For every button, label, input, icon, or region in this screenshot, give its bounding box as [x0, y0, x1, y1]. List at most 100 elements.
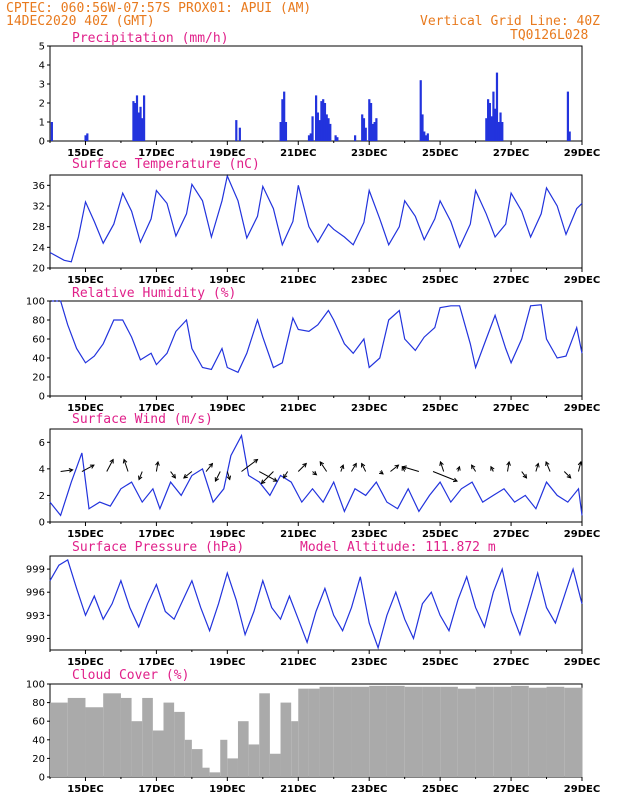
wind-arrow [170, 471, 176, 479]
wind-arrow [261, 471, 274, 484]
precip-bar [364, 127, 367, 141]
wind-arrow-head [171, 473, 177, 479]
y-tick-label: 4 [39, 61, 45, 72]
precip-bar [134, 103, 137, 141]
x-tick-label: 27DEC [493, 275, 529, 286]
precip-bar [423, 131, 426, 141]
cloud-bar [142, 697, 153, 777]
precip-bar [494, 108, 497, 141]
wind-arrow [60, 469, 73, 473]
wind-arrow-head [253, 458, 259, 464]
y-tick-label: 60 [32, 335, 45, 346]
precip-bar [487, 99, 490, 141]
x-tick-label: 25DEC [422, 784, 458, 795]
wind-arrow [155, 461, 159, 472]
x-tick-label: 21DEC [280, 275, 316, 286]
cloud-bar [422, 686, 441, 777]
wind-arrow [81, 464, 95, 472]
cloud-bar [308, 688, 320, 777]
cloud-bar [440, 686, 458, 777]
y-tick-label: 0 [39, 518, 45, 529]
x-tick-label: 17DEC [138, 784, 174, 795]
panel-title: Surface Wind (m/s) [72, 412, 213, 427]
wind-arrow-head [89, 464, 95, 469]
precip-bar [566, 91, 570, 141]
x-tick-label: 25DEC [422, 657, 458, 668]
cloud-bar [85, 707, 104, 777]
precip-bar [84, 135, 87, 141]
precip-bar [50, 122, 53, 141]
precip-bar [135, 95, 139, 141]
y-tick-label: 20 [32, 754, 45, 765]
precip-bar [325, 114, 328, 141]
cloud-bar [511, 685, 529, 777]
cloud-bar [319, 686, 334, 777]
wind-arrow [183, 471, 193, 479]
precip-bar [283, 91, 286, 141]
precip-bar [323, 103, 327, 141]
wind-arrow-head [545, 460, 550, 466]
precip-bar [281, 99, 284, 141]
wind-arrow-head [226, 475, 232, 481]
x-tick-label: 19DEC [209, 148, 245, 159]
wind-arrow-head [155, 460, 160, 466]
y-tick-label: 32 [32, 202, 45, 213]
precip-bar [238, 127, 241, 141]
x-tick-label: 27DEC [493, 529, 529, 540]
wind-arrow-head [439, 460, 444, 466]
wind-arrow-head [401, 465, 407, 470]
wind-arrow-head [312, 470, 318, 476]
panel-5: 990 993 996 999 15DEC 17DEC 19DEC 21DEC 23DEC 25D… [26, 540, 600, 668]
precip-bar [334, 135, 337, 141]
precip-bar [426, 133, 429, 141]
y-tick-label: 0 [39, 137, 45, 148]
series-line [50, 300, 583, 374]
precip-bar [309, 133, 312, 141]
x-tick-label: 15DEC [67, 148, 103, 159]
cloud-bar [120, 697, 132, 777]
cloud-bar [248, 744, 260, 777]
wind-arrow [106, 459, 114, 472]
wind-arrow [283, 471, 289, 479]
y-tick-label: 0 [39, 392, 45, 403]
wind-arrow-head [122, 458, 128, 464]
precip-bar [142, 95, 146, 141]
wind-arrow-head [260, 479, 266, 485]
y-tick-label: 996 [26, 588, 45, 599]
wind-arrow [440, 461, 445, 472]
wind-arrow-head [453, 477, 459, 483]
x-tick-label: 29DEC [564, 148, 600, 159]
x-tick-label: 25DEC [422, 529, 458, 540]
x-tick-label: 19DEC [209, 657, 245, 668]
panel-4: 0 2 4 6 15DEC 17DEC 19DEC 21DEC 23DEC 25DEC 27DEC 2… [39, 412, 601, 540]
wind-arrow-head [577, 460, 583, 466]
wind-arrow [402, 466, 419, 472]
y-tick-label: 4 [39, 464, 45, 475]
x-tick-label: 29DEC [564, 529, 600, 540]
x-tick-label: 17DEC [138, 403, 174, 414]
cloud-bar [528, 687, 547, 777]
wind-arrow [535, 463, 539, 472]
panel-3: 0 20 40 60 80 100 15DEC 17DEC 19DEC 21DEC 23DEC 25D… [26, 286, 600, 414]
precip-bar [501, 122, 504, 141]
panel-6: 0 20 40 60 80 100 15DEC 17DEC 19DEC 21DEC 23DEC 25D… [26, 668, 600, 795]
x-tick-label: 19DEC [209, 784, 245, 795]
precip-bar [320, 101, 323, 141]
precip-bar [311, 116, 314, 141]
panel-title: Cloud Cover (%) [72, 668, 189, 683]
y-tick-label: 20 [32, 373, 45, 384]
wind-arrow [545, 461, 551, 472]
cloud-bar [220, 739, 228, 777]
panel-title: Precipitation (mm/h) [72, 31, 229, 46]
y-tick-label: 5 [39, 42, 45, 53]
precip-bar [499, 112, 502, 141]
cloud-bar [291, 721, 299, 777]
wind-arrow [351, 463, 357, 472]
panel-title: Relative Humidity (%) [72, 286, 236, 301]
x-tick-label: 23DEC [351, 403, 387, 414]
cloud-bar [163, 702, 175, 777]
x-tick-label: 17DEC [138, 275, 174, 286]
wind-arrow [507, 461, 510, 472]
precip-bar [369, 103, 373, 141]
